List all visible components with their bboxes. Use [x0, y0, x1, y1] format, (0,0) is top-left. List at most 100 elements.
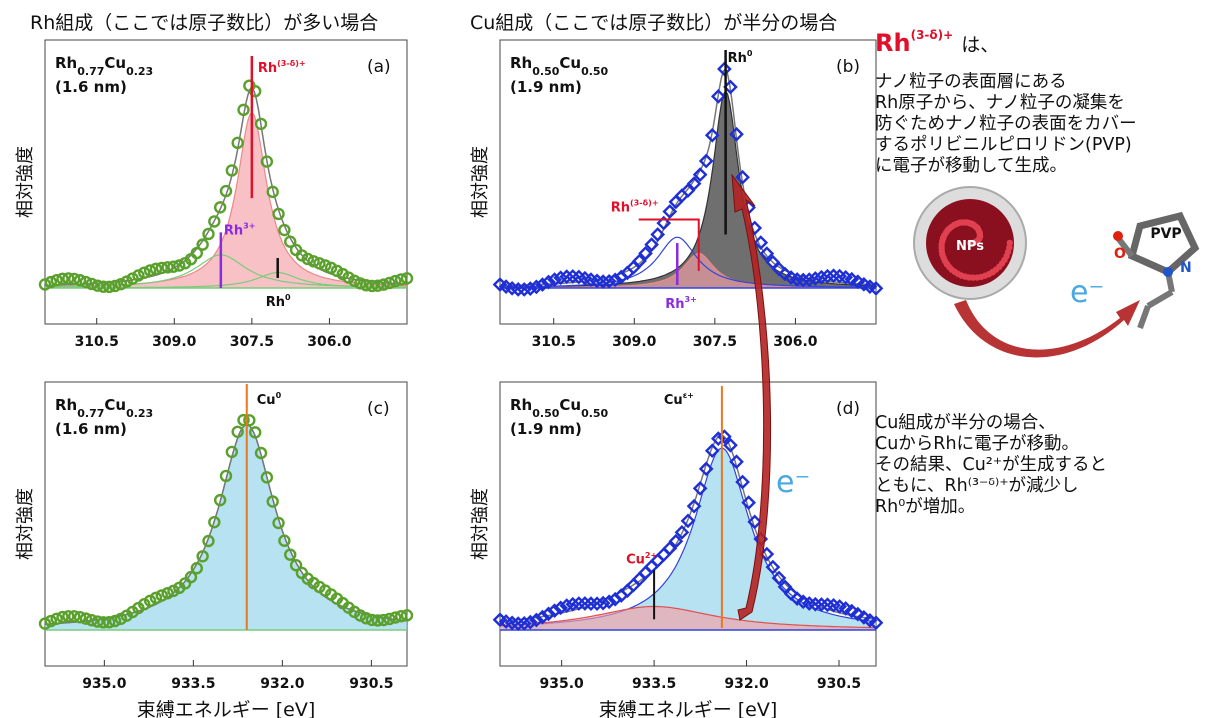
composition-label: Rh0.77Cu0.23: [55, 54, 153, 78]
atom: [969, 274, 977, 281]
data-point: [735, 169, 750, 185]
data-point: [365, 613, 379, 627]
data-point: [383, 276, 396, 290]
x-tick-label: 310.5: [75, 334, 119, 350]
data-point: [850, 606, 866, 622]
data-point: [266, 185, 279, 199]
x-tick-label: 309.0: [612, 334, 657, 350]
electron-label: e⁻: [776, 465, 810, 500]
x-axis-label: 束縛エネルギー [eV]: [137, 699, 316, 718]
x-tick-label: 307.5: [693, 334, 737, 350]
data-point: [301, 252, 314, 266]
data-point: [62, 610, 75, 623]
data-point: [91, 279, 104, 292]
data-point: [686, 498, 702, 514]
data-point: [254, 446, 268, 460]
atom: [953, 220, 961, 228]
data-point: [272, 516, 285, 530]
data-point: [202, 534, 215, 548]
plot-frame: [499, 381, 877, 667]
data-point: [777, 266, 793, 282]
np-label: NPs: [956, 239, 984, 254]
data-point: [723, 437, 738, 453]
peak-label: Rh(3-δ)+: [258, 59, 306, 76]
sidebar-line: CuからRhに電子が移動。: [875, 434, 1080, 454]
size-label: (1.6 nm): [55, 78, 127, 96]
atom: [938, 244, 945, 252]
data-point: [529, 279, 544, 295]
pvp-ring: [1127, 211, 1200, 277]
x-tick-label: 307.5: [230, 334, 274, 350]
data-point: [266, 495, 279, 508]
pvp-label: PVP: [1150, 226, 1181, 242]
atom: [940, 235, 947, 242]
data-point: [680, 513, 696, 529]
data-point: [237, 413, 250, 427]
y-axis-label: 相対強度: [15, 488, 36, 560]
sidebar-title: Rh(3-δ)+ は、: [875, 28, 999, 57]
atom: [1004, 248, 1012, 256]
data-point: [729, 126, 744, 142]
data-point: [79, 612, 93, 625]
data-point: [213, 493, 227, 507]
sidebar-title-sup: (3-δ)+: [910, 28, 954, 42]
data-point: [389, 274, 402, 288]
data-point: [243, 414, 256, 427]
data-point: [400, 609, 414, 622]
data-point: [155, 261, 168, 275]
data-point: [354, 609, 367, 622]
data-point: [650, 227, 666, 242]
data-point: [668, 533, 684, 549]
x-tick-label: 933.5: [171, 676, 215, 692]
panel-a: 310.5 309.0 307.5 306.0 相対強度 Rh0.77Cu0.23(1.6…: [15, 39, 414, 350]
composition-label: Rh0.50Cu0.50: [510, 396, 609, 420]
x-tick-label: 930.5: [349, 676, 393, 692]
atom: [968, 220, 975, 228]
panel-id: (c): [367, 399, 390, 419]
atom: [951, 268, 959, 276]
data-point: [149, 262, 163, 276]
atom: [981, 272, 989, 279]
data-point: [108, 614, 122, 628]
data-point: [73, 274, 87, 287]
data-point: [394, 273, 408, 286]
component-fill: [45, 424, 407, 630]
plot-frame: [44, 39, 408, 325]
data-point: [389, 611, 402, 624]
data-point: [313, 257, 326, 270]
sidebar-line: に電子が移動して生成。: [875, 156, 1067, 176]
data-point: [231, 425, 244, 438]
peak-label: Rh(3-δ)+: [611, 199, 659, 216]
data-point: [553, 600, 568, 616]
data-point: [644, 237, 659, 252]
component-fill: [45, 112, 407, 288]
x-axis-label: 束縛エネルギー [eV]: [599, 699, 778, 718]
data-point: [50, 612, 63, 625]
data-point: [377, 278, 390, 291]
data-point: [196, 238, 209, 251]
pvp-transfer-arrow: [954, 300, 1140, 358]
data-point: [359, 612, 373, 625]
panel-b: 310.5 309.0 307.5 306.0 相対強度 Rh0.50Cu0.50(1.9…: [470, 39, 884, 350]
data-point: [225, 445, 239, 459]
data-point: [213, 201, 227, 214]
pvp-molecule: PVP O N: [1113, 211, 1200, 330]
data-point: [79, 275, 93, 289]
sidebar-line: Cu組成が半分の場合、: [875, 413, 1056, 433]
data-point: [149, 591, 163, 605]
data-point: [741, 495, 756, 510]
sidebar-text-top: ナノ粒子の表面層にある Rh原子から、ナノ粒子の凝集を 防ぐためナノ粒子の表面を…: [875, 72, 1137, 177]
data-point: [348, 274, 361, 287]
data-point: [394, 609, 408, 623]
data-point: [161, 261, 174, 274]
fit-envelope: [499, 68, 876, 287]
y-axis-label: 相対強度: [15, 146, 36, 218]
size-label: (1.6 nm): [55, 420, 127, 438]
pvp-bond: [1115, 236, 1135, 258]
data-point: [838, 601, 854, 616]
data-point: [662, 204, 678, 219]
nitrogen-atom: [1163, 267, 1173, 277]
data-point: [365, 279, 379, 293]
data-point: [856, 610, 872, 625]
